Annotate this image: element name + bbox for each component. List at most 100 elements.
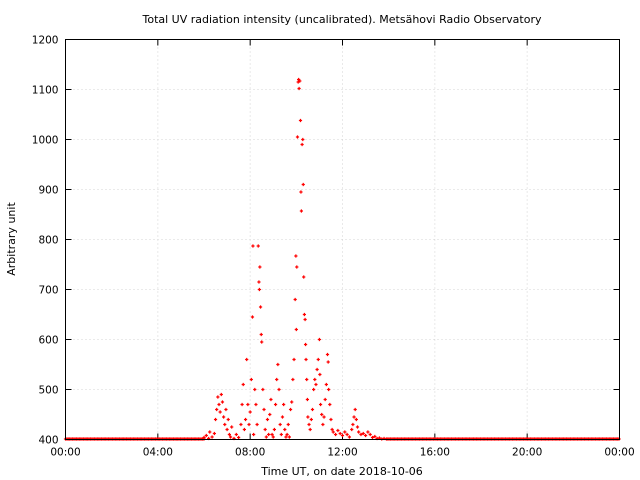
data-point	[318, 372, 322, 377]
data-point	[361, 431, 365, 436]
data-point	[246, 402, 250, 407]
data-point	[326, 360, 330, 364]
data-point	[306, 415, 310, 419]
data-point	[297, 86, 301, 91]
y-tick-label: 700	[38, 285, 58, 297]
data-point	[264, 435, 268, 439]
data-point	[327, 387, 331, 392]
data-point	[249, 377, 253, 382]
data-point	[354, 417, 358, 422]
data-point	[222, 415, 226, 419]
data-point	[336, 428, 340, 433]
data-point	[299, 209, 304, 213]
data-point	[228, 435, 233, 439]
data-point	[338, 431, 342, 436]
data-point	[258, 265, 262, 269]
y-tick-label: 900	[38, 185, 58, 197]
data-point	[226, 417, 230, 422]
data-point	[251, 244, 255, 248]
data-point	[215, 407, 219, 412]
data-point	[280, 415, 285, 419]
data-point	[283, 427, 287, 432]
data-point	[347, 435, 352, 439]
x-axis-title: Time UT, on date 2018-10-06	[260, 465, 423, 478]
data-point	[355, 425, 360, 429]
data-point	[287, 435, 292, 439]
data-point	[247, 422, 251, 427]
data-point	[250, 315, 255, 319]
data-point	[316, 357, 320, 362]
data-point	[340, 433, 345, 438]
data-point	[310, 407, 315, 412]
data-point	[301, 137, 305, 142]
data-point	[302, 312, 307, 317]
data-point	[328, 402, 332, 407]
data-point	[286, 422, 290, 427]
data-point	[285, 432, 289, 437]
data-point	[204, 433, 208, 438]
data-point	[239, 422, 243, 427]
data-point	[277, 387, 281, 392]
y-tick-label: 600	[38, 335, 58, 347]
data-point	[370, 435, 375, 440]
data-point	[357, 430, 361, 434]
data-point	[225, 427, 229, 432]
data-point	[302, 275, 306, 279]
y-tick-label: 1000	[32, 135, 59, 147]
data-point	[248, 410, 252, 414]
data-point	[243, 417, 248, 422]
data-point	[241, 382, 245, 387]
data-point	[315, 367, 319, 372]
data-point	[224, 407, 228, 412]
data-point	[223, 422, 227, 427]
data-point	[307, 422, 311, 427]
data-point	[257, 287, 261, 292]
data-point	[275, 377, 279, 382]
data-point	[242, 427, 246, 432]
data-point	[352, 415, 356, 419]
x-tick-label: 04:00	[143, 447, 173, 459]
data-point	[256, 244, 260, 248]
x-tick-label: 16:00	[420, 447, 450, 459]
data-point	[259, 332, 263, 337]
data-point	[343, 430, 347, 434]
data-point	[303, 317, 307, 322]
data-point	[276, 362, 280, 367]
data-point	[212, 431, 216, 436]
data-point	[245, 357, 249, 362]
data-point	[217, 402, 221, 407]
data-point	[313, 377, 317, 382]
data-point	[368, 432, 372, 437]
y-axis: 400 500 600 700 800 900 1000 1100 1200	[32, 35, 620, 447]
chart-title: Total UV radiation intensity (uncalibrat…	[142, 13, 542, 26]
y-tick-label: 1100	[32, 85, 59, 97]
data-point	[234, 432, 238, 437]
data-point	[351, 422, 355, 427]
data-point	[273, 402, 278, 407]
data-point	[262, 407, 266, 412]
plot-frame	[65, 39, 620, 440]
data-point	[219, 392, 223, 397]
x-axis: 00:00 04:00 08:00 12:00 16:00 20:00 00:00	[50, 39, 635, 459]
data-point	[298, 118, 303, 123]
data-point	[258, 305, 263, 309]
data-point	[325, 352, 330, 357]
data-point	[299, 190, 303, 194]
data-point	[305, 397, 310, 402]
data-point	[324, 382, 328, 387]
data-point	[323, 397, 327, 402]
data-point	[312, 387, 316, 392]
data-point	[292, 357, 296, 362]
data-point	[227, 432, 231, 437]
data-point	[329, 417, 333, 422]
data-point	[270, 432, 274, 437]
data-point	[260, 340, 264, 344]
data-point	[220, 400, 225, 404]
data-point	[295, 135, 300, 139]
data-point	[322, 415, 326, 419]
data-point	[218, 410, 222, 414]
data-point	[300, 142, 304, 147]
data-point	[295, 265, 299, 269]
data-point	[213, 417, 218, 422]
